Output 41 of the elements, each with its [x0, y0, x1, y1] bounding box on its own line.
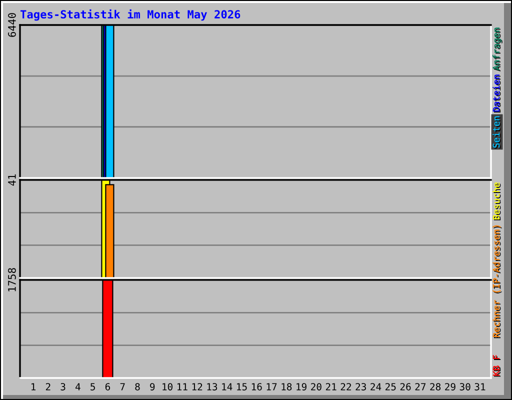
x-tick-label: 19: [296, 383, 306, 390]
x-tick-label: 9: [150, 383, 155, 390]
x-tick-label: 8: [135, 383, 140, 390]
x-tick-label: 18: [282, 383, 292, 390]
x-tick-label: 12: [192, 383, 202, 390]
x-tick-label: 26: [400, 383, 411, 390]
text: Anfragen: [492, 28, 502, 72]
x-tick-label: 29: [445, 383, 456, 390]
x-tick-label: 17: [266, 383, 277, 390]
x-tick-label: 16: [252, 383, 262, 390]
x-tick-label: 25: [386, 383, 396, 390]
x-tick-label: 14: [222, 383, 232, 390]
x-tick-label: 30: [460, 383, 470, 390]
x-tick-label: 11: [177, 383, 188, 390]
x-tick-label: 21: [326, 383, 336, 390]
y-tick-label: 1758: [8, 268, 16, 292]
chart-title: Tages-Statistik im Monat May 2026: [20, 9, 240, 21]
text: KB F: [492, 355, 501, 377]
x-tick-label: 5: [90, 383, 95, 390]
x-tick-label: 28: [430, 383, 441, 390]
x-tick-label: 2: [46, 383, 50, 390]
x-tick-label: 1: [31, 383, 36, 390]
x-tick-label: 7: [120, 383, 125, 390]
y-tick-label: 41: [8, 174, 16, 186]
x-tick-label: 27: [415, 383, 426, 390]
x-tick-label: 10: [162, 383, 172, 390]
y-tick-label: 6440: [8, 13, 16, 37]
text: Rechner (IP-Adressen): [492, 225, 502, 338]
x-tick-label: 22: [340, 383, 351, 390]
text: Seiten: [492, 116, 501, 149]
x-tick-label: 15: [237, 383, 247, 390]
x-tick-label: 6: [105, 383, 110, 390]
x-tick-label: 23: [356, 383, 366, 390]
x-tick-label: 24: [370, 383, 382, 390]
text: Dateien: [492, 74, 501, 112]
x-tick-label: 13: [207, 383, 218, 390]
x-tick-label: 31: [474, 383, 486, 390]
text: Besuche: [492, 182, 501, 220]
x-tick-label: 4: [75, 383, 80, 390]
x-tick-label: 20: [311, 383, 322, 390]
x-tick-label: 3: [60, 383, 66, 390]
